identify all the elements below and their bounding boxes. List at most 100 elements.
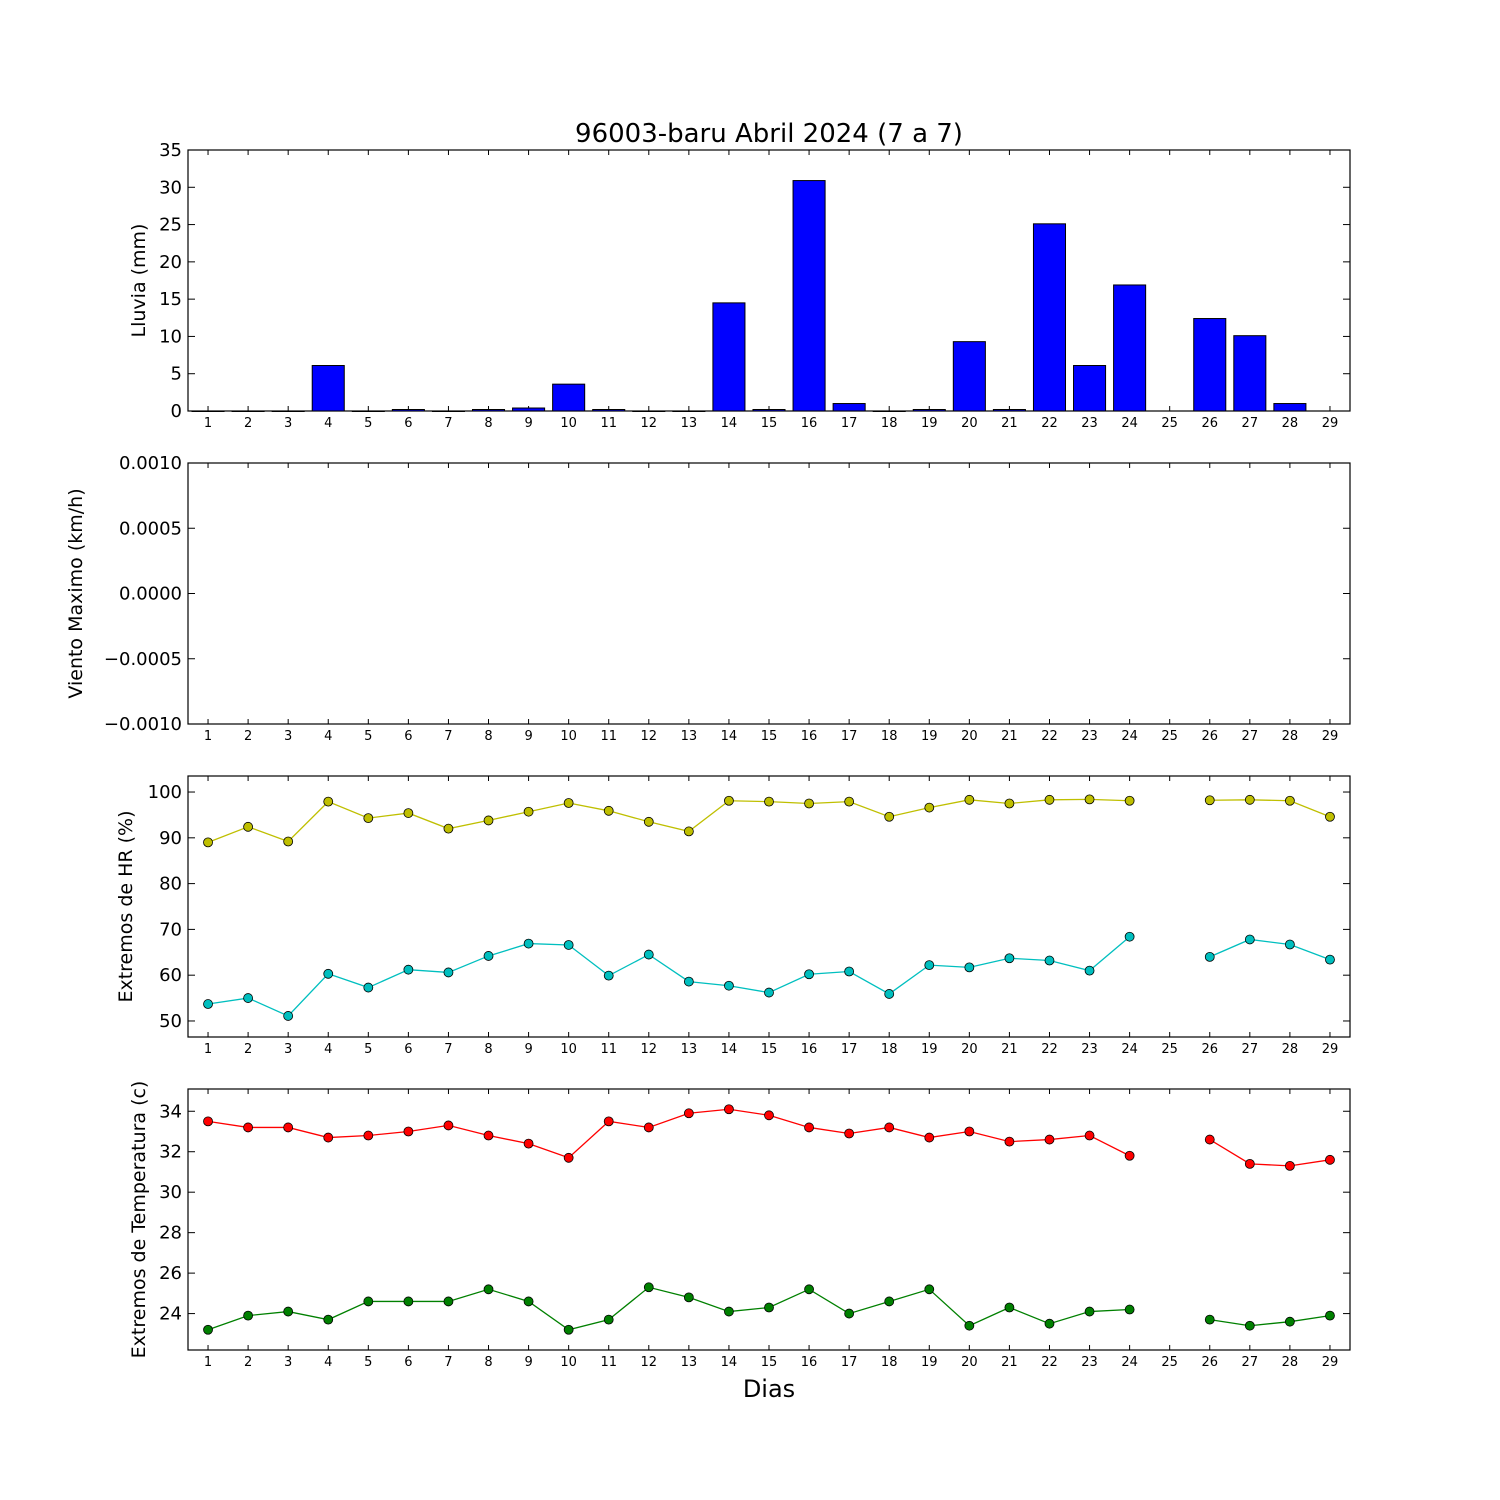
- x-tick-label: 4: [324, 1355, 332, 1370]
- series-2-point: [203, 999, 213, 1009]
- series-1-point: [1325, 811, 1335, 822]
- series-2-point: [1084, 965, 1095, 976]
- series-2-point: [643, 949, 654, 960]
- y-tick-label: 30: [159, 1182, 182, 1203]
- series-1-point: [964, 1126, 975, 1137]
- series-2-point: [443, 1296, 454, 1307]
- series-1-point: [1004, 798, 1015, 809]
- series-1-point: [1124, 1150, 1135, 1161]
- y-axis-label: Viento Maximo (km/h): [65, 488, 87, 698]
- bar-day-1: [191, 410, 225, 412]
- x-tick-label: 13: [681, 1042, 698, 1057]
- series-1-point: [443, 823, 454, 834]
- x-tick-label: 15: [761, 1042, 778, 1057]
- y-tick-label: 10: [159, 326, 182, 347]
- x-tick-label: 16: [801, 1355, 818, 1370]
- x-tick-label: 10: [560, 1355, 577, 1370]
- bar-day-28: [1273, 403, 1307, 412]
- series-1-point: [1204, 795, 1215, 806]
- x-tick-label: 8: [484, 729, 492, 744]
- x-tick-label: 7: [444, 1042, 452, 1057]
- series-1-point: [884, 1122, 895, 1133]
- y-tick-label: 100: [148, 782, 182, 803]
- x-tick-label: 2: [244, 1355, 252, 1370]
- bar-day-16: [792, 180, 826, 412]
- series-1-point: [1284, 1160, 1295, 1171]
- bar-day-8: [471, 409, 506, 412]
- series-2-point: [1204, 951, 1215, 962]
- x-tick-label: 26: [1201, 1042, 1218, 1057]
- series-2-point: [323, 968, 334, 979]
- bar-day-7: [431, 410, 465, 412]
- y-tick-label: 35: [159, 140, 182, 161]
- y-tick-label: 32: [159, 1142, 182, 1163]
- x-tick-label: 28: [1282, 1355, 1299, 1370]
- series-1-point: [1204, 1134, 1215, 1145]
- series-2-point: [1044, 955, 1055, 966]
- series-1-point: [523, 806, 534, 817]
- series-1-point: [1084, 1130, 1095, 1141]
- y-tick-label: 0.0010: [119, 453, 182, 474]
- x-tick-label: 26: [1201, 1355, 1218, 1370]
- series-2-point: [203, 1324, 213, 1335]
- x-tick-label: 18: [881, 729, 898, 744]
- series-1-point: [1004, 1136, 1015, 1147]
- x-tick-label: 14: [721, 1355, 738, 1370]
- x-tick-label: 25: [1161, 729, 1178, 744]
- x-tick-label: 23: [1081, 416, 1098, 431]
- series-1-point: [283, 1122, 294, 1133]
- x-tick-label: 19: [921, 1355, 938, 1370]
- figure-title: 96003-baru Abril 2024 (7 a 7): [575, 119, 963, 149]
- series-2-point: [323, 1314, 334, 1325]
- series-2-point: [283, 1011, 294, 1021]
- x-tick-label: 20: [961, 416, 978, 431]
- x-tick-label: 18: [881, 416, 898, 431]
- x-tick-label: 7: [444, 416, 452, 431]
- bar-day-3: [271, 410, 305, 412]
- bar-day-24: [1113, 284, 1147, 412]
- series-2-point: [563, 1324, 574, 1335]
- series-2-point: [1084, 1306, 1095, 1317]
- series-2-point: [403, 1296, 414, 1307]
- x-tick-label: 27: [1242, 1355, 1259, 1370]
- x-tick-label: 27: [1242, 416, 1259, 431]
- series-1-point: [243, 821, 254, 832]
- x-tick-label: 7: [444, 1355, 452, 1370]
- y-tick-label: 25: [159, 215, 182, 236]
- bar-day-11: [592, 409, 626, 412]
- x-tick-label: 17: [841, 1042, 858, 1057]
- series-2-point: [1325, 954, 1335, 965]
- series-1-point: [764, 796, 774, 807]
- x-tick-label: 18: [881, 1042, 898, 1057]
- series-1-point: [804, 1122, 814, 1133]
- series-1-point: [724, 1104, 734, 1115]
- series-2-point: [1004, 1302, 1015, 1313]
- bar-day-6: [391, 409, 425, 412]
- subplot-4: 1 2 3 4 5 6 7 8 9 10 11 12 13 14 15 16 17 18 19 20 21 22 23 24 2…: [128, 1081, 1351, 1370]
- series-1-point: [884, 811, 895, 822]
- bar-day-18: [872, 410, 906, 412]
- series-2-line: [1209, 938, 1331, 961]
- x-tick-label: 14: [721, 1042, 738, 1057]
- series-1-point: [683, 826, 694, 837]
- series-1-line: [1209, 1139, 1331, 1167]
- x-tick-label: 5: [364, 1042, 372, 1057]
- x-tick-label: 9: [524, 1042, 532, 1057]
- x-tick-label: 6: [404, 1355, 412, 1370]
- series-2-point: [924, 960, 935, 971]
- x-tick-label: 5: [364, 729, 372, 744]
- bar-day-9: [512, 407, 546, 412]
- x-tick-label: 11: [600, 729, 617, 744]
- x-tick-label: 12: [641, 416, 658, 431]
- x-tick-label: 3: [284, 1042, 292, 1057]
- series-2-point: [363, 1296, 374, 1307]
- x-tick-label: 10: [560, 416, 577, 431]
- bar-day-17: [832, 403, 866, 412]
- x-tick-label: 8: [484, 1042, 492, 1057]
- series-1-point: [1325, 1154, 1335, 1165]
- series-1-point: [443, 1120, 454, 1131]
- series-1-point: [363, 813, 374, 824]
- series-2-point: [724, 980, 734, 991]
- series-1-point: [643, 1122, 654, 1133]
